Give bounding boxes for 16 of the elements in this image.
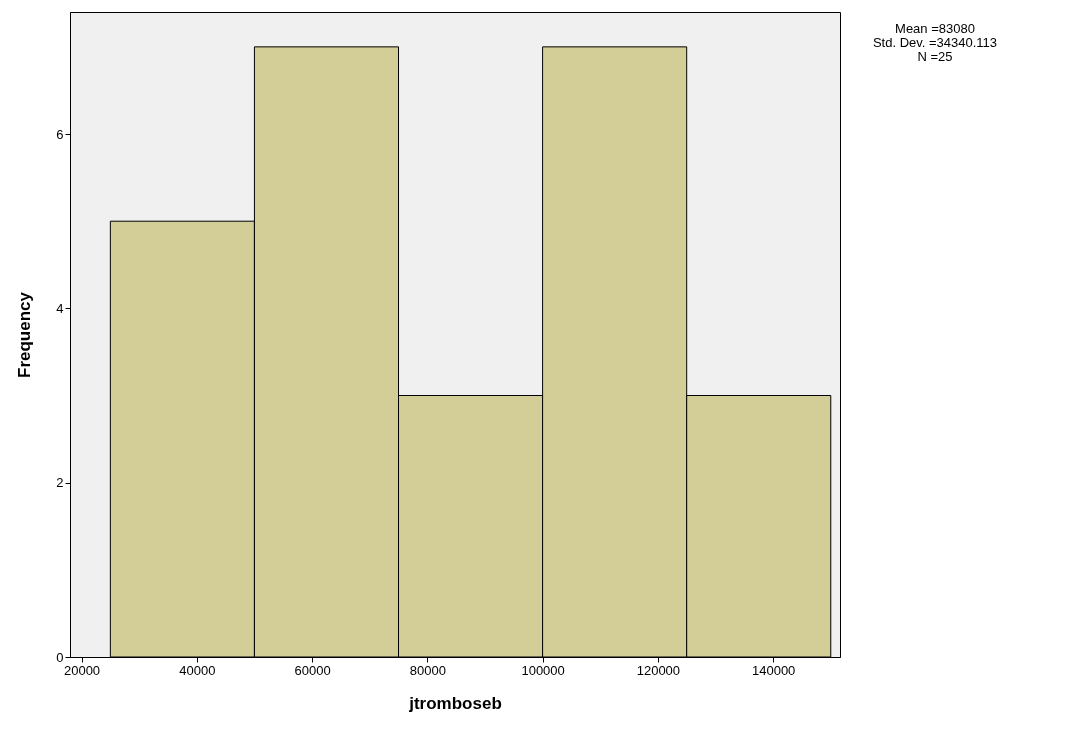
x-axis-title: jtromboseb [408,693,502,713]
y-tick-label: 6 [56,126,64,142]
x-tick-label: 60000 [294,662,331,678]
x-tick-label: 100000 [521,662,565,678]
x-tick-label: 140000 [751,662,796,678]
y-tick-label: 0 [56,649,64,665]
y-tick-label: 4 [56,300,64,316]
x-tick-label: 40000 [179,662,216,678]
text: N =25 [916,49,954,64]
x-tick-label: 120000 [636,662,681,678]
x-tick-label: 80000 [409,662,446,678]
y-axis-title: Frequency [15,291,35,378]
x-tick-label: 20000 [63,662,101,678]
text: Std. Dev. =34340.113 [871,35,999,50]
text: Mean =83080 [894,21,976,36]
y-tick-label: 2 [56,475,64,491]
